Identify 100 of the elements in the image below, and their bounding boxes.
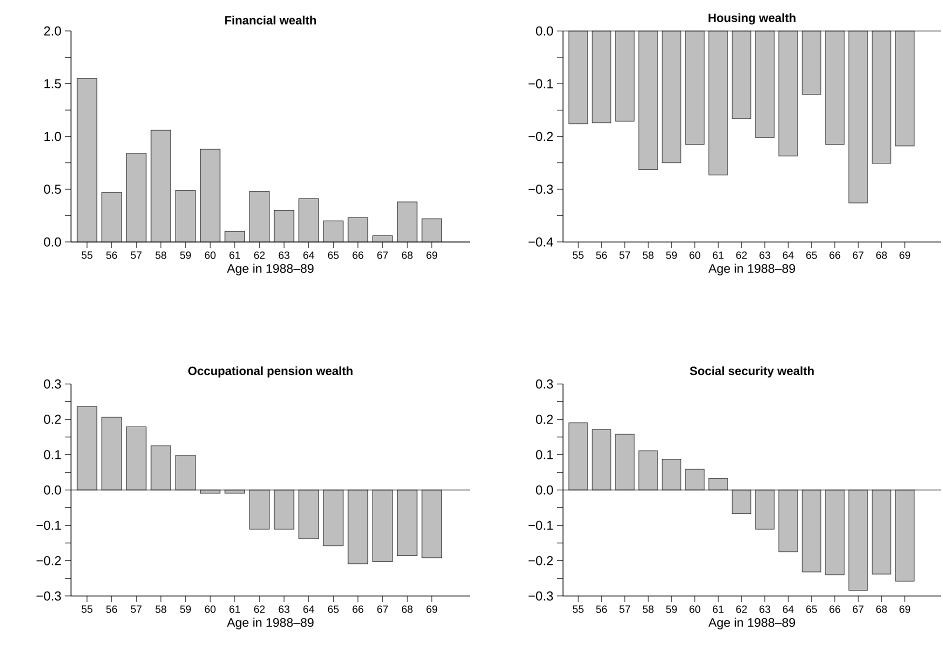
bar xyxy=(150,130,172,242)
x-tick-label: 58 xyxy=(642,252,654,259)
y-tick-label: 0.2 xyxy=(44,414,61,424)
bar xyxy=(348,217,368,242)
x-tick-label: 57 xyxy=(130,606,142,613)
x-tick-label: 65 xyxy=(806,606,817,613)
x-tick-label: 61 xyxy=(712,252,724,259)
bar xyxy=(298,198,319,242)
bar xyxy=(778,490,798,552)
y-tick-label: 0.0 xyxy=(44,485,61,495)
x-tick-label: 61 xyxy=(712,606,724,613)
x-tick-label: 68 xyxy=(402,606,413,613)
bar xyxy=(372,490,393,562)
y-tick-label: −0.2 xyxy=(36,556,61,566)
x-tick-label: 64 xyxy=(782,606,794,613)
x-tick-label: 62 xyxy=(736,252,747,259)
x-tick-label: 67 xyxy=(377,606,388,613)
x-tick-label: 68 xyxy=(402,252,413,259)
x-tick-label: 65 xyxy=(328,252,339,259)
y-tick-label: 1.5 xyxy=(44,79,61,88)
x-tick-label: 67 xyxy=(852,606,864,613)
x-tick-label: 60 xyxy=(204,252,216,259)
x-tick-label: 66 xyxy=(352,606,364,613)
bar xyxy=(568,422,588,490)
x-tick-label: 62 xyxy=(254,606,265,613)
y-tick-label: 0.3 xyxy=(536,379,553,389)
bar xyxy=(274,210,294,242)
bar xyxy=(848,490,868,591)
y-tick-label: 0.3 xyxy=(44,379,61,389)
y-tick-label: −0.1 xyxy=(36,520,61,530)
y-tick-label: 0.1 xyxy=(536,450,553,460)
x-tick-label: 56 xyxy=(106,606,118,613)
bar xyxy=(323,490,344,546)
x-axis-title: Age in 1988–89 xyxy=(226,618,314,630)
x-tick-label: 61 xyxy=(230,606,240,613)
x-tick-label: 58 xyxy=(156,606,166,613)
bar xyxy=(200,148,220,242)
bar xyxy=(249,490,270,530)
bar xyxy=(249,191,270,242)
x-tick-label: 62 xyxy=(254,252,265,259)
x-tick-label: 69 xyxy=(900,252,910,259)
bar xyxy=(825,490,844,576)
y-tick-label: 0.0 xyxy=(44,237,61,247)
y-tick-label: −0.3 xyxy=(36,591,61,601)
chart-title: Housing wealth xyxy=(708,13,796,24)
x-tick-label: 63 xyxy=(278,252,290,259)
x-tick-label: 63 xyxy=(760,252,770,259)
y-tick-label: −0.1 xyxy=(528,79,553,88)
bar xyxy=(224,231,245,242)
bar xyxy=(76,406,98,490)
x-tick-label: 66 xyxy=(830,606,840,613)
y-tick-label: −0.3 xyxy=(528,591,553,601)
x-tick-label: 55 xyxy=(82,252,92,259)
bar xyxy=(422,490,442,558)
x-tick-label: 64 xyxy=(303,606,314,613)
y-tick-label: 1.0 xyxy=(44,132,61,142)
x-axis-title: Age in 1988–89 xyxy=(708,264,796,276)
x-tick-label: 59 xyxy=(180,606,191,613)
x-tick-label: 66 xyxy=(830,252,840,259)
bar xyxy=(126,426,146,490)
x-tick-label: 69 xyxy=(426,606,438,613)
x-tick-label: 61 xyxy=(230,252,240,259)
x-tick-label: 60 xyxy=(690,606,700,613)
x-tick-label: 55 xyxy=(572,252,584,259)
x-tick-label: 63 xyxy=(760,606,770,613)
bar xyxy=(872,490,892,574)
x-tick-label: 59 xyxy=(666,252,677,259)
x-tick-label: 67 xyxy=(377,252,388,259)
y-tick-label: −0.1 xyxy=(528,520,553,530)
bar xyxy=(638,450,658,490)
bar xyxy=(101,416,122,490)
x-tick-label: 59 xyxy=(666,606,677,613)
y-tick-label: 0.0 xyxy=(536,26,553,36)
x-tick-label: 57 xyxy=(619,606,630,613)
chart-title: Social security wealth xyxy=(690,366,814,378)
bar xyxy=(895,490,914,582)
x-tick-label: 60 xyxy=(690,252,700,259)
bar xyxy=(150,446,172,490)
x-tick-label: 65 xyxy=(806,252,817,259)
x-tick-label: 67 xyxy=(852,252,864,259)
bar xyxy=(126,153,146,242)
y-tick-label: 0.0 xyxy=(536,485,553,495)
x-axis-title: Age in 1988–89 xyxy=(226,264,314,276)
bar xyxy=(101,192,122,242)
y-tick-label: −0.3 xyxy=(528,184,553,194)
x-tick-label: 56 xyxy=(596,252,607,259)
y-tick-label: −0.2 xyxy=(528,556,553,566)
x-tick-label: 56 xyxy=(596,606,607,613)
x-tick-label: 55 xyxy=(572,606,584,613)
x-tick-label: 60 xyxy=(204,606,216,613)
bar xyxy=(708,478,728,490)
bar xyxy=(802,490,822,572)
x-tick-label: 55 xyxy=(82,606,92,613)
bar xyxy=(348,490,368,564)
bar xyxy=(662,458,682,490)
x-tick-label: 63 xyxy=(278,606,290,613)
x-tick-label: 69 xyxy=(426,252,438,259)
bar xyxy=(397,490,418,556)
y-tick-label: 0.5 xyxy=(44,184,61,194)
chart-title: Occupational pension wealth xyxy=(188,366,352,378)
